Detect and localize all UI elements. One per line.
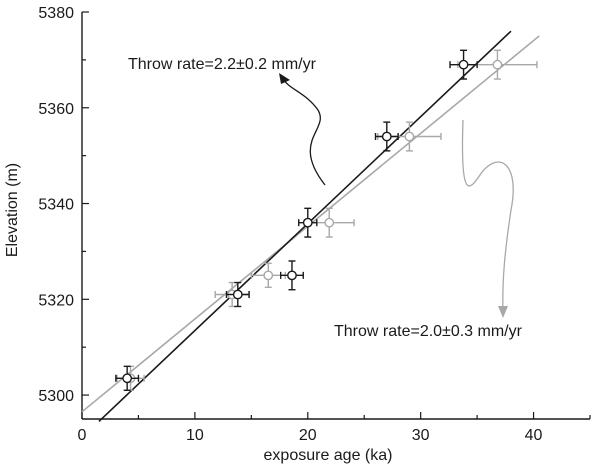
y-axis-label: Elevation (m) (4, 163, 21, 257)
black-data-point (458, 59, 469, 70)
x-axis-label: exposure age (ka) (264, 447, 393, 464)
gray-data-point (263, 270, 274, 281)
x-tick-label: 30 (412, 427, 430, 444)
y-tick-label: 5300 (38, 388, 74, 405)
black-data-point (302, 217, 313, 228)
x-tick-label: 0 (78, 427, 87, 444)
gray-data-point (324, 217, 335, 228)
black-data-point (122, 373, 133, 384)
black-data-point (232, 289, 243, 300)
y-tick-label: 5380 (38, 5, 74, 22)
black-arrowhead (279, 73, 290, 84)
x-tick-label: 10 (186, 427, 204, 444)
y-tick-label: 5360 (38, 101, 74, 118)
black-data-point (287, 270, 297, 281)
x-tick-label: 20 (299, 427, 317, 444)
gray-data-point (492, 59, 503, 70)
black-annotation-arrow (281, 77, 326, 186)
y-tick-label: 5320 (38, 292, 74, 309)
gray-annotation-arrow (461, 119, 514, 313)
gray-data-point (404, 131, 415, 142)
gray-arrowhead (498, 306, 508, 318)
annotation-gray-fit: Throw rate=2.0±0.3 mm/yr (334, 323, 523, 340)
black-data-point (381, 131, 392, 142)
x-tick-label: 40 (525, 427, 543, 444)
plot-area: 0 10 20 30 40 5300 5320 5340 5360 5380 (38, 5, 591, 444)
annotation-black-fit: Throw rate=2.2±0.2 mm/yr (128, 56, 317, 73)
y-tick-label: 5340 (38, 197, 74, 214)
